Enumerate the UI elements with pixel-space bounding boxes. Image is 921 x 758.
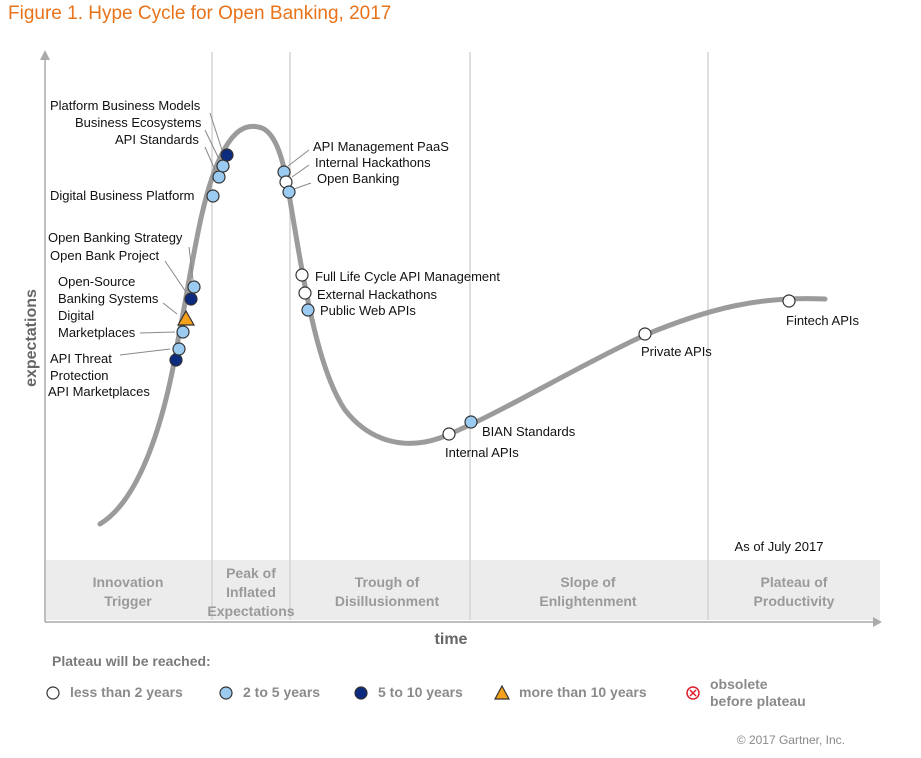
legend-symbol-2to5	[219, 685, 233, 700]
leader-line-api-standards	[204, 146, 216, 171]
phase-label-trough-of-disillusionment: Trough of Disillusionment	[335, 574, 440, 609]
leader-line-open-bank-project	[164, 260, 187, 293]
x-axis-label: time	[435, 631, 468, 648]
label-digital-business-platform: Digital Business Platform	[50, 188, 195, 203]
label-platform-business-models: Platform Business Models	[50, 98, 201, 113]
marker-open-source-banking-systems	[176, 309, 196, 326]
marker-digital-marketplaces	[176, 325, 190, 339]
marker-digital-business-platform	[206, 189, 220, 203]
leader-line-open-banking	[293, 182, 312, 190]
legend-title: Plateau will be reached:	[52, 653, 211, 669]
legend-symbol-obsolete	[686, 686, 700, 700]
label-api-standards: API Standards	[115, 132, 199, 147]
leader-line-api-threat-protection	[119, 348, 171, 356]
legend-symbol-lt2	[46, 685, 60, 700]
label-internal-hackathons: Internal Hackathons	[315, 155, 431, 170]
label-open-bank-project: Open Bank Project	[50, 248, 160, 263]
phase-band	[46, 560, 880, 620]
marker-api-standards	[212, 170, 226, 184]
as-of-date: As of July 2017	[735, 539, 824, 554]
x-axis-arrow	[873, 617, 882, 627]
legend-item-gt10: more than 10 years	[494, 684, 647, 701]
marker-platform-business-models	[220, 148, 234, 162]
legend-item-obsolete: obsolete before plateau	[685, 676, 806, 710]
label-public-web-apis: Public Web APIs	[320, 303, 416, 318]
leader-line-business-ecosystems	[204, 129, 220, 160]
hype-cycle-chart: expectations time As of July 2017 Innova…	[23, 50, 882, 648]
y-axis-label: expectations	[23, 289, 40, 387]
marker-bian-standards	[464, 415, 478, 429]
marker-open-banking-strategy	[187, 280, 201, 294]
legend-label-gt10: more than 10 years	[519, 684, 647, 700]
marker-public-web-apis	[301, 303, 315, 317]
label-api-threat-protection: API Threat Protection	[50, 351, 112, 383]
marker-fintech-apis	[782, 294, 796, 308]
label-fintech-apis: Fintech APIs	[786, 313, 859, 328]
copyright-notice: © 2017 Gartner, Inc.	[736, 733, 845, 747]
marker-private-apis	[638, 327, 652, 341]
label-api-management-paas: API Management PaaS	[313, 139, 449, 154]
marker-internal-apis	[442, 427, 456, 441]
legend-label-obsolete: obsolete before plateau	[710, 676, 806, 709]
marker-business-ecosystems	[216, 159, 230, 173]
legend-label-5to10: 5 to 10 years	[378, 684, 463, 700]
leader-line-platform-business-models	[209, 112, 223, 151]
y-axis-arrow	[40, 50, 50, 60]
marker-api-marketplaces	[169, 353, 183, 367]
label-open-banking-strategy: Open Banking Strategy	[48, 230, 183, 245]
label-external-hackathons: External Hackathons	[317, 287, 437, 302]
hype-curve	[97, 124, 828, 527]
legend-item-lt2: less than 2 years	[45, 684, 183, 701]
marker-external-hackathons	[298, 286, 312, 300]
legend-symbol-5to10	[354, 685, 368, 700]
label-open-source-banking-systems: Open-Source Banking Systems	[58, 274, 159, 306]
legend-symbol-gt10	[494, 684, 510, 700]
label-digital-marketplaces: Digital Marketplaces	[58, 308, 136, 340]
legend-label-lt2: less than 2 years	[70, 684, 183, 700]
phase-label-slope-of-enlightenment: Slope of Enlightenment	[539, 574, 637, 609]
label-api-marketplaces: API Marketplaces	[48, 384, 150, 399]
marker-full-life-cycle-api-management	[295, 268, 309, 282]
phase-label-peak-of-inflated-expectations: Peak of Inflated Expectations	[207, 565, 294, 619]
legend-label-2to5: 2 to 5 years	[243, 684, 321, 700]
label-private-apis: Private APIs	[641, 344, 712, 359]
label-business-ecosystems: Business Ecosystems	[75, 115, 202, 130]
marker-open-banking	[282, 185, 296, 199]
legend-item-2to5: 2 to 5 years	[218, 684, 320, 701]
leader-line-api-management-paas	[287, 149, 310, 167]
phase-label-innovation-trigger: Innovation Trigger	[93, 574, 164, 609]
marker-api-threat-protection	[172, 342, 186, 356]
chart-title: Figure 1. Hype Cycle for Open Banking, 2…	[8, 3, 392, 24]
label-internal-apis: Internal APIs	[445, 445, 519, 460]
leader-line-open-banking-strategy	[188, 246, 194, 281]
leader-line-digital-marketplaces	[139, 331, 176, 334]
label-bian-standards: BIAN Standards	[482, 424, 576, 439]
leader-line-internal-hackathons	[291, 164, 310, 178]
legend-item-5to10: 5 to 10 years	[353, 684, 463, 701]
marker-open-bank-project	[184, 292, 198, 306]
phase-label-plateau-of-productivity: Plateau of Productivity	[754, 574, 835, 609]
label-open-banking: Open Banking	[317, 171, 399, 186]
label-full-life-cycle-api-management: Full Life Cycle API Management	[315, 269, 500, 284]
leader-line-open-source-banking-systems	[162, 302, 178, 315]
